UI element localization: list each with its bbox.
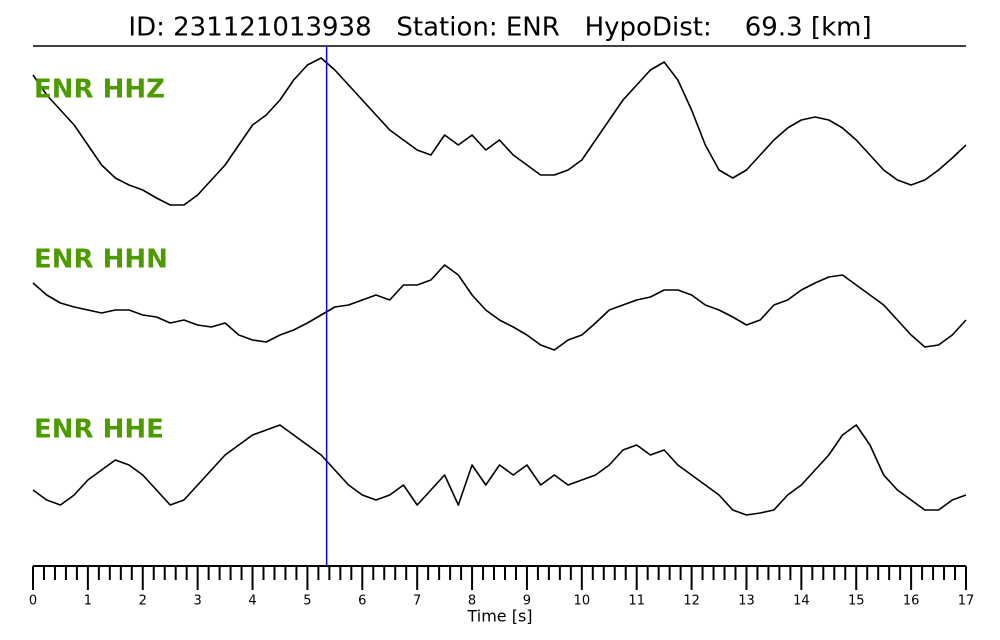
x-tick-label: 1 [84, 594, 92, 609]
trace [32, 57, 967, 206]
x-tick-label: 13 [738, 594, 755, 609]
x-tick-label: 16 [903, 594, 920, 609]
x-tick-label: 2 [139, 594, 147, 609]
x-tick-label: 0 [29, 594, 37, 609]
x-tick-label: 10 [574, 594, 591, 609]
x-tick-label: 7 [413, 594, 421, 609]
x-tick-label: 5 [303, 594, 311, 609]
trace-label: ENR HHZ [34, 75, 165, 105]
x-tick-label: 14 [793, 594, 810, 609]
x-tick-label: 3 [194, 594, 202, 609]
x-axis-label: Time [s] [466, 607, 532, 626]
x-tick-label: 6 [358, 594, 366, 609]
trace [32, 264, 967, 351]
trace-label: ENR HHE [34, 415, 164, 445]
x-tick-label: 11 [628, 594, 645, 609]
trace-label: ENR HHN [34, 245, 168, 275]
trace [32, 424, 967, 516]
chart-title: ID: 231121013938 Station: ENR HypoDist: … [128, 13, 871, 43]
x-tick-label: 4 [248, 594, 256, 609]
x-tick-label: 8 [468, 594, 476, 609]
x-tick-label: 17 [958, 594, 975, 609]
x-tick-label: 15 [848, 594, 865, 609]
x-tick-label: 12 [683, 594, 700, 609]
x-tick-label: 9 [523, 594, 531, 609]
